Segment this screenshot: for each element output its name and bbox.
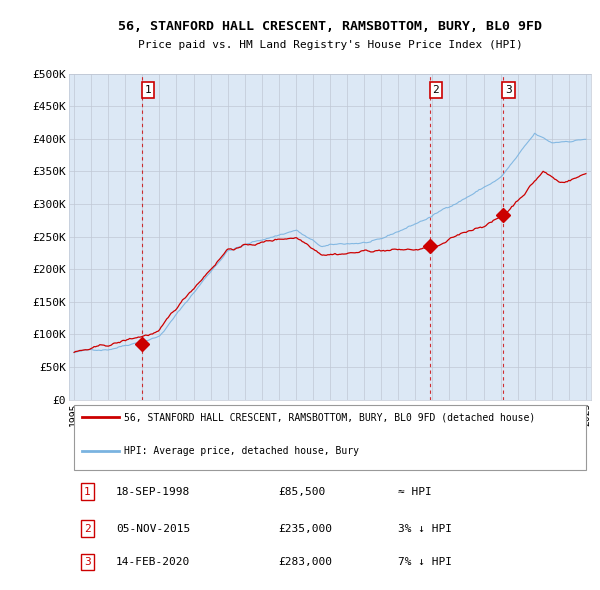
Text: 2: 2 (433, 85, 439, 95)
Text: 18-SEP-1998: 18-SEP-1998 (116, 487, 190, 497)
Text: £283,000: £283,000 (278, 557, 332, 567)
Text: 1: 1 (145, 85, 151, 95)
Text: 7% ↓ HPI: 7% ↓ HPI (398, 557, 452, 567)
Text: ≈ HPI: ≈ HPI (398, 487, 431, 497)
Text: 3: 3 (84, 557, 91, 567)
Text: 14-FEB-2020: 14-FEB-2020 (116, 557, 190, 567)
Text: 1: 1 (84, 487, 91, 497)
Text: Price paid vs. HM Land Registry's House Price Index (HPI): Price paid vs. HM Land Registry's House … (137, 40, 523, 50)
Text: 2: 2 (84, 524, 91, 534)
Text: 05-NOV-2015: 05-NOV-2015 (116, 524, 190, 534)
Text: £85,500: £85,500 (278, 487, 325, 497)
Text: 56, STANFORD HALL CRESCENT, RAMSBOTTOM, BURY, BL0 9FD: 56, STANFORD HALL CRESCENT, RAMSBOTTOM, … (118, 20, 542, 33)
Text: 3: 3 (505, 85, 512, 95)
Text: HPI: Average price, detached house, Bury: HPI: Average price, detached house, Bury (124, 446, 359, 456)
Text: 56, STANFORD HALL CRESCENT, RAMSBOTTOM, BURY, BL0 9FD (detached house): 56, STANFORD HALL CRESCENT, RAMSBOTTOM, … (124, 412, 535, 422)
Text: £235,000: £235,000 (278, 524, 332, 534)
Text: 3% ↓ HPI: 3% ↓ HPI (398, 524, 452, 534)
FancyBboxPatch shape (74, 405, 586, 470)
